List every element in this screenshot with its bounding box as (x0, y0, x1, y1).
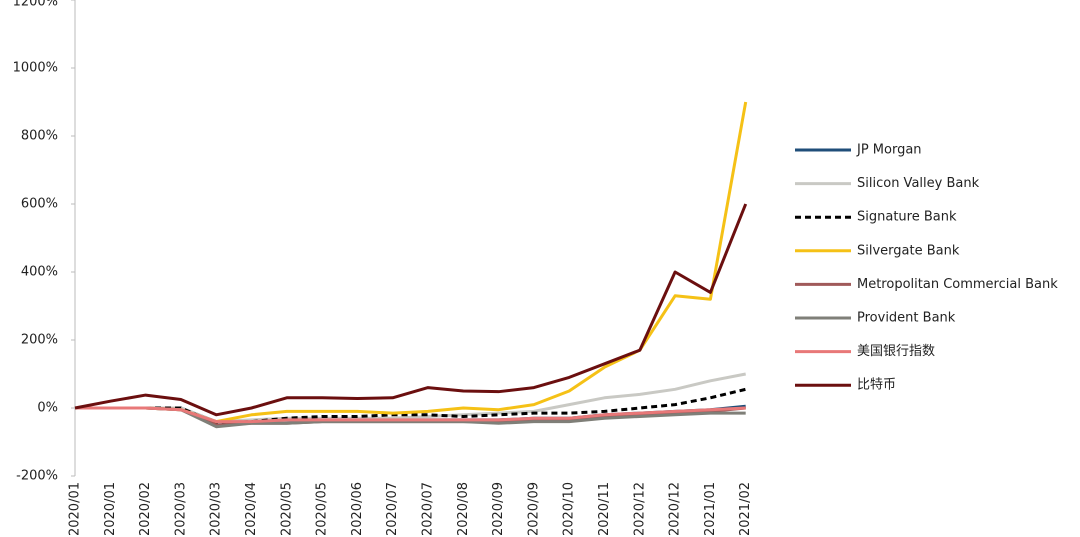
x-tick-label: 2021/02 (738, 482, 753, 536)
x-tick-label: 2020/03 (209, 482, 224, 536)
x-tick-label: 2020/04 (244, 482, 259, 536)
x-tick-label: 2020/01 (68, 482, 83, 536)
x-tick-label: 2020/05 (279, 482, 294, 536)
legend-label: JP Morgan (856, 143, 922, 158)
series-line (74, 203, 748, 417)
x-tick-label: 2020/08 (456, 482, 471, 536)
legend-label: Silicon Valley Bank (857, 176, 980, 191)
legend-label: Signature Bank (857, 210, 957, 225)
x-tick-label: 2020/12 (668, 482, 683, 536)
x-tick-label: 2021/01 (703, 482, 718, 536)
x-tick-label: 2020/09 (491, 482, 506, 536)
legend-label: 美国银行指数 (857, 344, 935, 359)
legend-label: Provident Bank (857, 311, 956, 326)
x-tick-label: 2020/11 (597, 482, 612, 536)
x-tick-label: 2020/02 (138, 482, 153, 536)
x-tick-label: 2020/12 (632, 482, 647, 536)
y-tick-label: 400% (21, 265, 58, 280)
y-tick-label: 600% (21, 197, 58, 212)
y-tick-label: 0% (37, 401, 58, 416)
x-tick-label: 2020/01 (103, 482, 118, 536)
legend-label: Metropolitan Commercial Bank (857, 277, 1058, 292)
y-tick-label: 200% (21, 333, 58, 348)
y-tick-label: 1200% (13, 0, 58, 10)
series-line (75, 406, 746, 424)
x-tick-label: 2020/07 (421, 482, 436, 536)
y-tick-label: -200% (16, 469, 58, 484)
series-line (75, 101, 748, 424)
x-tick-label: 2020/03 (173, 482, 188, 536)
x-tick-label: 2020/06 (350, 482, 365, 536)
x-tick-label: 2020/09 (526, 482, 541, 536)
x-tick-label: 2020/05 (315, 482, 330, 536)
y-tick-label: 1000% (13, 61, 58, 76)
legend-label: Silvergate Bank (857, 243, 960, 258)
x-tick-label: 2020/10 (562, 482, 577, 536)
x-tick-label: 2020/07 (385, 482, 400, 536)
y-tick-label: 800% (21, 129, 58, 144)
legend-label: 比特币 (857, 378, 896, 393)
